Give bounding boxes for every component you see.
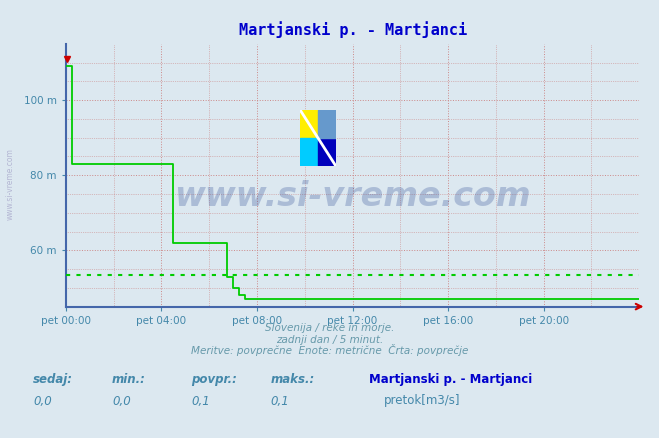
Text: maks.:: maks.:	[270, 373, 314, 386]
Text: min.:: min.:	[112, 373, 146, 386]
Text: 0,0: 0,0	[33, 395, 51, 408]
Text: www.si-vreme.com: www.si-vreme.com	[174, 180, 531, 213]
Polygon shape	[300, 110, 318, 138]
Text: Martjanski p. - Martjanci: Martjanski p. - Martjanci	[369, 373, 532, 386]
Text: 0,0: 0,0	[112, 395, 130, 408]
Polygon shape	[318, 138, 336, 166]
Text: sedaj:: sedaj:	[33, 373, 73, 386]
Title: Martjanski p. - Martjanci: Martjanski p. - Martjanci	[239, 21, 467, 39]
Text: 0,1: 0,1	[270, 395, 289, 408]
Text: zadnji dan / 5 minut.: zadnji dan / 5 minut.	[276, 335, 383, 345]
Text: www.si-vreme.com: www.si-vreme.com	[5, 148, 14, 220]
Polygon shape	[318, 110, 336, 138]
Text: Meritve: povprečne  Enote: metrične  Črta: povprečje: Meritve: povprečne Enote: metrične Črta:…	[191, 344, 468, 357]
Polygon shape	[300, 138, 318, 166]
Text: povpr.:: povpr.:	[191, 373, 237, 386]
Text: pretok[m3/s]: pretok[m3/s]	[384, 394, 460, 407]
Text: Slovenija / reke in morje.: Slovenija / reke in morje.	[265, 323, 394, 333]
Text: 0,1: 0,1	[191, 395, 210, 408]
